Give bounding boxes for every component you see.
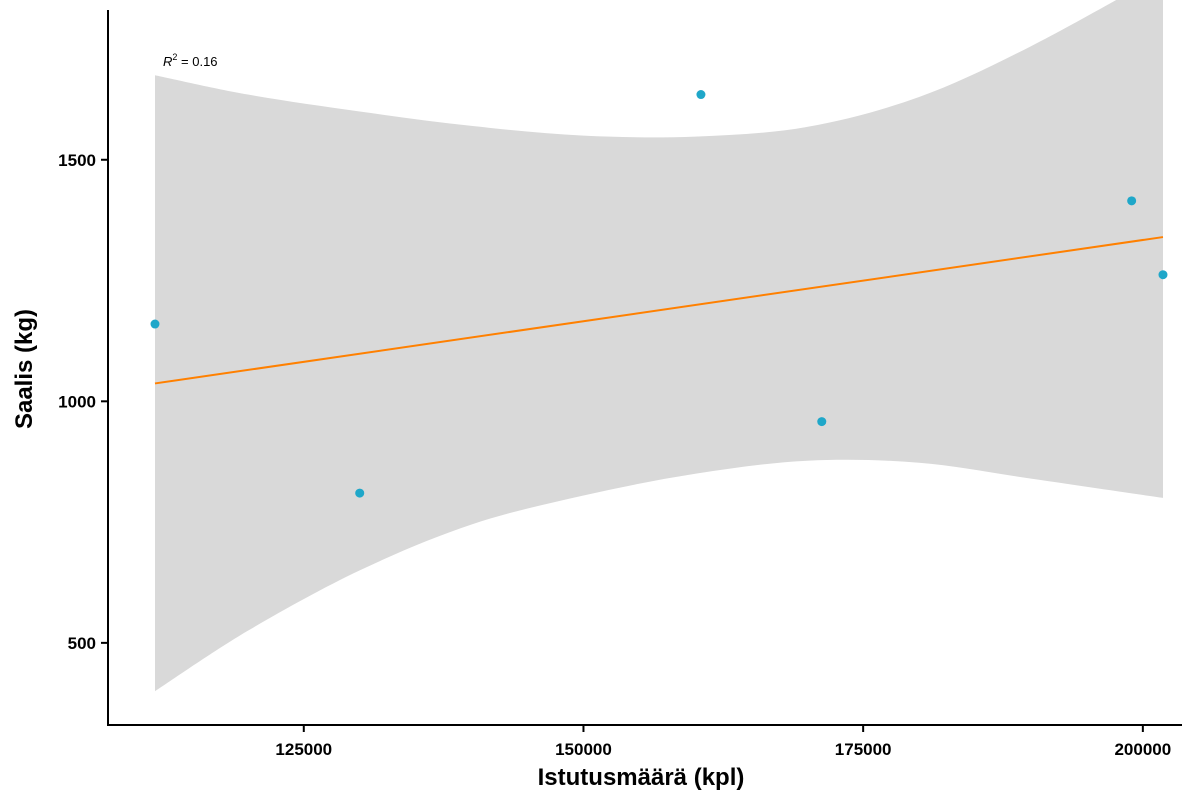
regression-line-layer [154, 236, 1164, 385]
x-tick-label: 175000 [835, 740, 892, 759]
r-squared-value: = 0.16 [177, 54, 217, 69]
x-tick-label: 150000 [555, 740, 612, 759]
confidence-band [155, 0, 1163, 692]
x-axis-title: Istutusmäärä (kpl) [538, 764, 745, 791]
y-tick-label: 500 [68, 634, 96, 653]
y-tick-label: 1000 [58, 392, 96, 411]
axes-layer: 125000 150000 175000 200000 500 1000 1500 [58, 10, 1182, 759]
r-squared-superscript: 2 [172, 52, 177, 62]
data-point [817, 417, 827, 427]
data-points-layer [150, 90, 1168, 498]
data-point [150, 319, 160, 329]
y-tick-label: 1500 [58, 151, 96, 170]
data-point [1158, 270, 1168, 280]
x-tick-label: 200000 [1114, 740, 1171, 759]
data-point [355, 488, 365, 498]
x-tick-label: 125000 [275, 740, 332, 759]
y-axis-title: Saalis (kg) [11, 309, 38, 429]
data-point [696, 90, 706, 100]
r-squared-annotation: R2 = 0.16 [163, 52, 218, 69]
data-point [1127, 196, 1137, 206]
r-squared-symbol: R [163, 54, 172, 69]
confidence-band-layer [155, 0, 1163, 692]
regression-line [154, 236, 1164, 385]
